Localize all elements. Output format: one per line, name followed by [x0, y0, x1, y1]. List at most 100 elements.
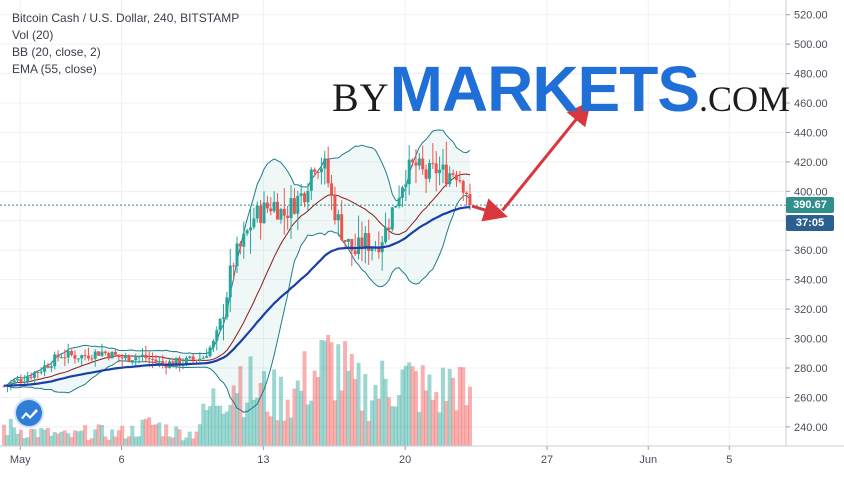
volume-bar — [437, 412, 442, 446]
volume-bar — [49, 435, 54, 446]
candle-body — [107, 353, 111, 359]
price-tick-label: 460.00 — [794, 98, 828, 110]
volume-bar — [72, 430, 77, 446]
candle-body — [232, 265, 236, 267]
candle-body — [458, 180, 462, 182]
price-tick-label: 300.00 — [794, 334, 828, 346]
time-tick-label: 13 — [257, 454, 269, 466]
volume-bar — [383, 378, 388, 446]
volume-bar — [289, 417, 294, 446]
candle-body — [19, 378, 23, 383]
volume-bar — [309, 400, 314, 446]
candlesticks — [2, 141, 472, 393]
volume-bar — [56, 433, 61, 446]
volume-bar — [191, 438, 196, 446]
volume-bar — [467, 386, 472, 446]
volume-bar — [194, 431, 199, 446]
volume-bar — [143, 418, 148, 446]
volume-bar — [312, 370, 317, 446]
candle-body — [9, 382, 13, 386]
candle-body — [444, 164, 448, 185]
candle-body — [100, 351, 104, 356]
volume-bar — [184, 437, 189, 446]
candle-body — [157, 361, 161, 363]
bollinger-indicator-label[interactable]: BB (20, close, 2) — [12, 45, 101, 59]
time-axis[interactable]: May 6 13 20 27 Jun 5 — [10, 446, 732, 466]
candle-body — [360, 237, 364, 250]
volume-bar — [457, 367, 462, 446]
volume-bar — [427, 374, 432, 446]
candle-body — [63, 357, 67, 359]
volume-bar — [228, 405, 233, 446]
volume-bar — [157, 422, 162, 446]
candle-body — [259, 205, 263, 224]
candle-body — [400, 187, 404, 198]
candle-body — [303, 193, 307, 203]
candle-body — [252, 218, 256, 228]
candle-body — [306, 190, 310, 203]
candle-body — [451, 173, 455, 175]
time-tick-label: 27 — [541, 454, 553, 466]
candle-body — [218, 318, 222, 331]
volume-bar — [390, 406, 395, 446]
candle-body — [265, 202, 269, 209]
candle-body — [134, 357, 138, 361]
candle-body — [49, 366, 53, 368]
symbol-title[interactable]: Bitcoin Cash / U.S. Dollar, 240, BITSTAM… — [12, 11, 240, 25]
candle-body — [46, 365, 50, 368]
price-tick-label: 340.00 — [794, 275, 828, 287]
candle-body — [441, 164, 445, 170]
volume-bar — [447, 368, 452, 446]
candle-body — [407, 159, 411, 185]
volume-bar — [464, 405, 469, 446]
candle-body — [151, 358, 155, 360]
volume-bar — [265, 411, 270, 446]
volume-bar — [45, 427, 50, 446]
ema-line — [4, 206, 471, 387]
volume-bar — [393, 406, 398, 446]
volume-bar — [93, 429, 98, 446]
volume-bar — [346, 370, 351, 446]
candle-body — [343, 239, 347, 242]
candle-body — [438, 169, 442, 174]
price-tick-label: 440.00 — [794, 127, 828, 139]
candle-body — [417, 158, 421, 166]
candle-body — [431, 163, 435, 165]
volume-bar — [329, 342, 334, 446]
candle-body — [424, 169, 428, 179]
volume-bar — [12, 427, 17, 446]
candle-body — [269, 208, 273, 212]
volume-bar — [76, 431, 81, 446]
candle-body — [36, 372, 40, 374]
volume-bar — [373, 384, 378, 446]
volume-bar — [8, 418, 13, 446]
volume-bar — [454, 410, 459, 446]
candle-body — [184, 357, 188, 364]
volume-indicator-label[interactable]: Vol (20) — [12, 28, 54, 42]
candle-body — [461, 180, 465, 193]
volume-bar — [52, 431, 57, 446]
volume-bar — [461, 367, 466, 446]
time-tick-label: May — [10, 454, 31, 466]
time-tick-label: 20 — [399, 454, 411, 466]
candle-body — [103, 351, 107, 354]
ema-indicator-label[interactable]: EMA (55, close) — [12, 62, 97, 76]
volume-bar — [177, 429, 182, 446]
candle-body — [147, 358, 151, 360]
candle-body — [137, 356, 141, 358]
volume-bar — [262, 371, 267, 446]
volume-bar — [231, 385, 236, 446]
volume-bar — [89, 438, 94, 446]
price-axis[interactable]: 520.00 500.00 480.00 460.00 440.00 420.00 400.… — [786, 10, 828, 434]
candle-body — [363, 233, 367, 250]
tradingview-cloud-icon[interactable] — [14, 398, 44, 428]
candle-body — [127, 355, 131, 362]
volume-bar — [353, 379, 358, 446]
volume-bar — [174, 426, 179, 446]
price-tick-label: 400.00 — [794, 186, 828, 198]
price-tick-label: 320.00 — [794, 304, 828, 316]
candle-body — [144, 354, 148, 359]
candle-body — [26, 376, 30, 382]
